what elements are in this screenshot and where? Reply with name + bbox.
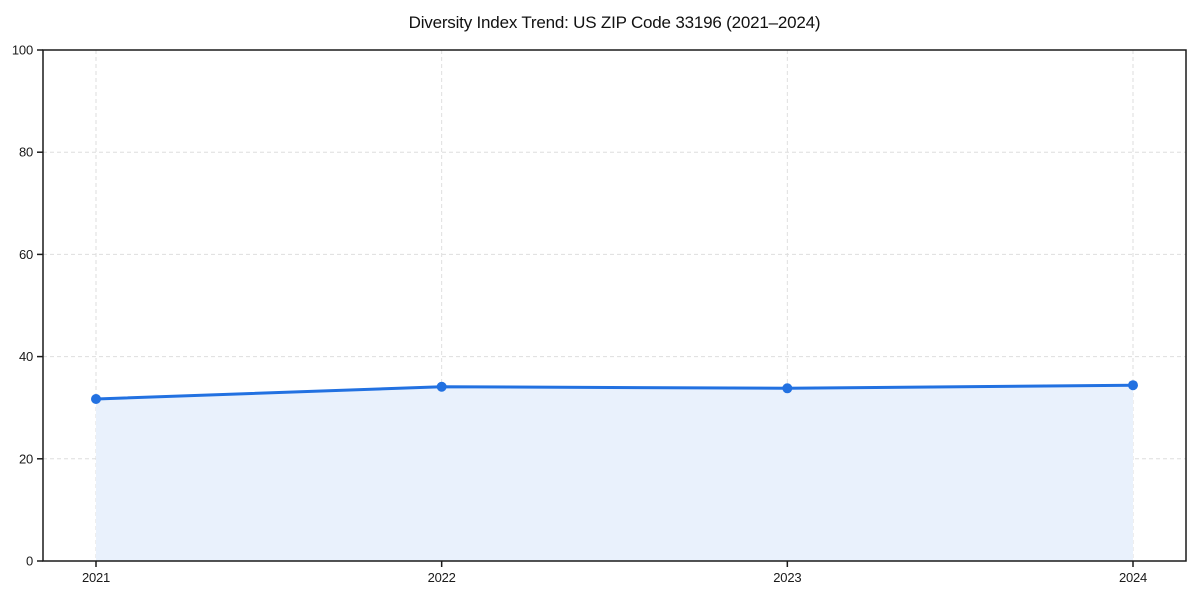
y-tick-label: 80 <box>19 145 33 160</box>
data-point <box>436 381 447 392</box>
chart-title: Diversity Index Trend: US ZIP Code 33196… <box>408 13 821 32</box>
area-fill <box>96 385 1133 561</box>
y-tick-label: 100 <box>12 43 33 58</box>
plot-frame <box>42 49 1187 562</box>
data-point <box>91 394 101 405</box>
data-point <box>782 383 793 394</box>
x-tick-label: 2021 <box>82 570 110 585</box>
y-tick-label: 60 <box>19 247 33 262</box>
x-tick-label: 2022 <box>428 570 456 585</box>
x-tick-label: 2024 <box>1119 570 1147 585</box>
y-tick-label: 40 <box>19 349 33 364</box>
y-tick-label: 0 <box>26 554 33 569</box>
y-tick-label: 20 <box>19 451 33 466</box>
data-point <box>1128 380 1138 391</box>
x-tick-label: 2023 <box>773 570 801 585</box>
trend-line <box>94 383 1135 401</box>
